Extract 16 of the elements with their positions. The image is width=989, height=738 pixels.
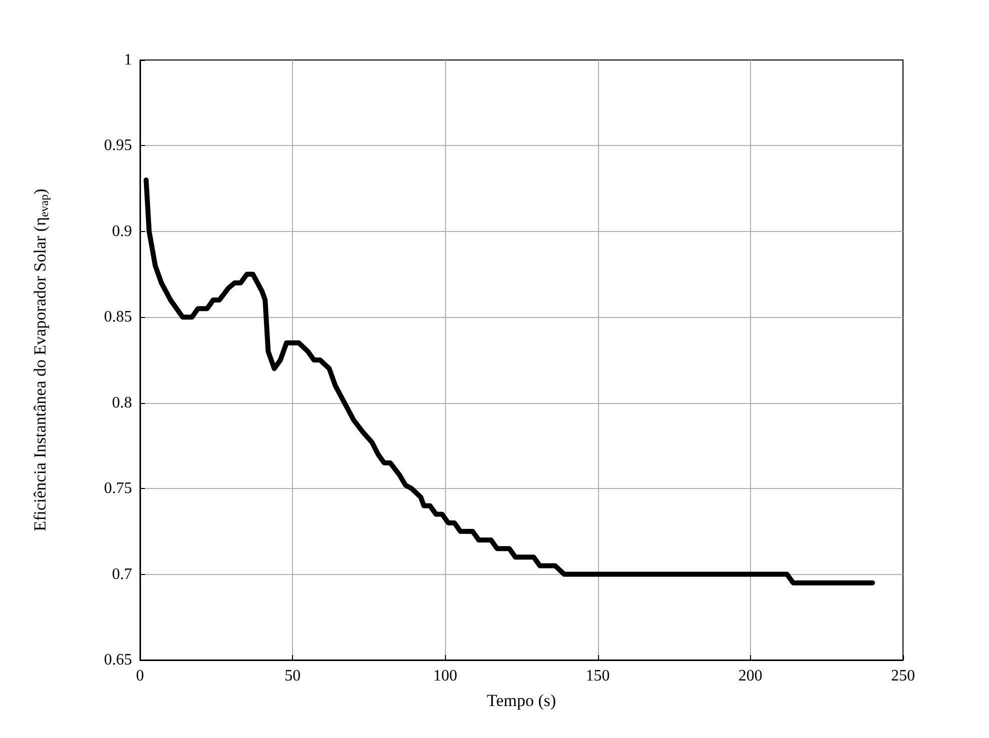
y-tick-label: 0.8 — [112, 394, 132, 412]
y-tick-label: 0.65 — [104, 652, 132, 668]
y-tick-label: 0.75 — [104, 480, 132, 498]
y-tick-label: 0.85 — [104, 308, 132, 326]
x-tick-label: 200 — [738, 668, 762, 684]
x-tick-label: 50 — [284, 668, 301, 684]
y-tick-label: 0.9 — [112, 222, 132, 240]
x-tick-label: 250 — [891, 668, 915, 684]
y-tick-label: 0.7 — [112, 566, 132, 583]
x-axis-title: Tempo (s) — [486, 691, 556, 710]
x-tick-label: 150 — [586, 668, 610, 684]
x-tick-label: 0 — [136, 668, 144, 684]
y-tick-label: 1 — [124, 52, 132, 68]
y-tick-label: 0.95 — [104, 137, 132, 154]
y-axis-title: Eficiência Instantânea do Evaporador Solar (ηevap) — [30, 188, 51, 532]
x-tick-label: 100 — [433, 668, 458, 684]
